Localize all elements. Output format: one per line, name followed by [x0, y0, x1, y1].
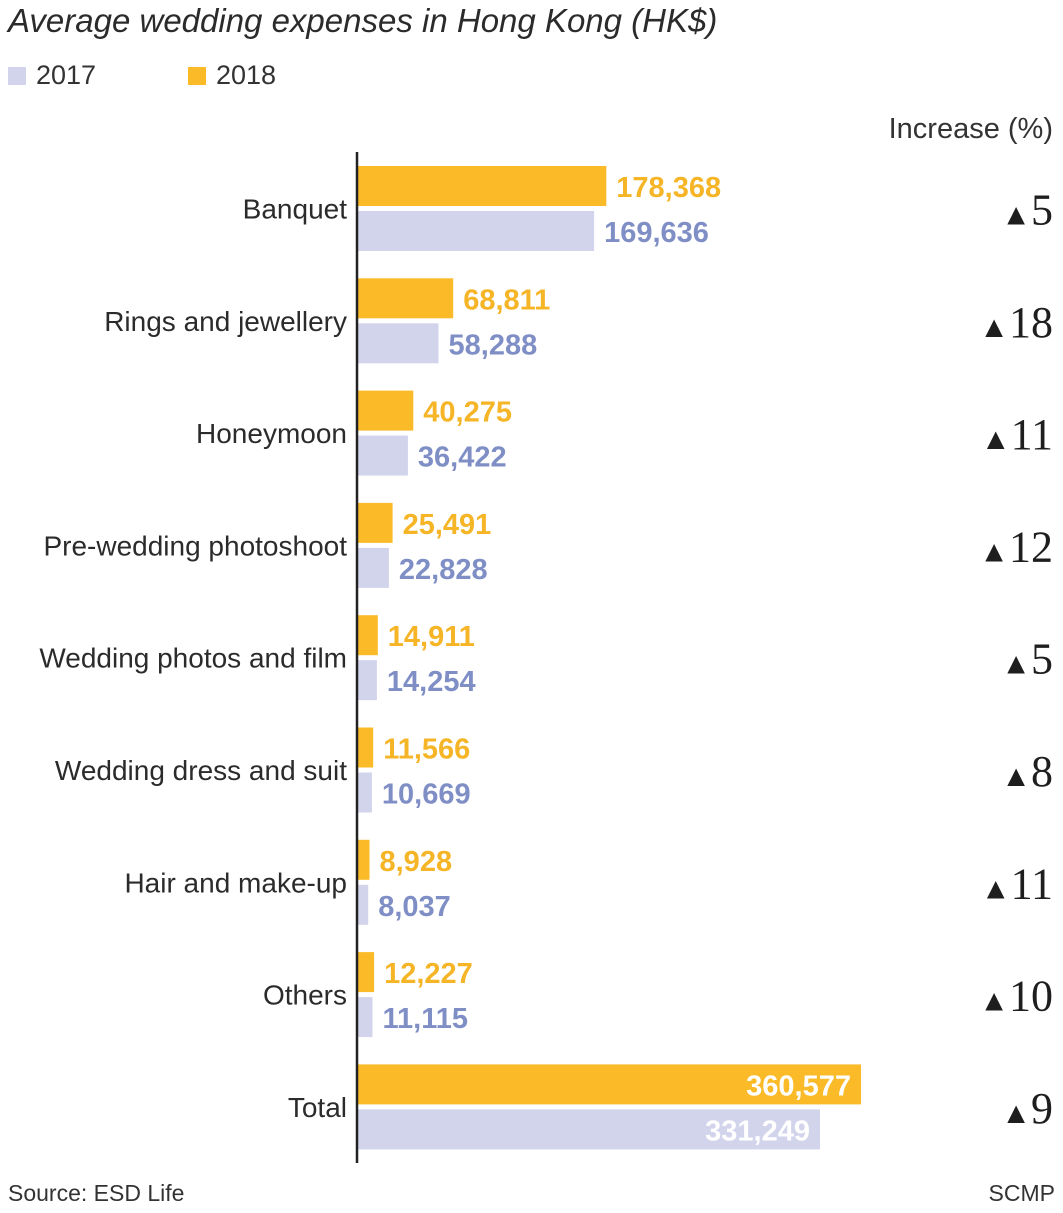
- bar-2018-5: [357, 727, 374, 768]
- bar-2018-8: [357, 1064, 861, 1105]
- increase-arrow-icon: ▲: [979, 985, 1009, 1018]
- increase-number: 8: [1031, 747, 1053, 796]
- value-label-2017-4: 14,254: [387, 666, 476, 698]
- credit-note: SCMP: [988, 1180, 1055, 1206]
- increase-value-0: ▲5: [1001, 186, 1053, 235]
- value-label-2018-6: 8,928: [380, 846, 453, 878]
- value-label-2018-0: 178,368: [616, 172, 721, 204]
- increase-value-7: ▲10: [979, 972, 1053, 1021]
- value-label-2017-1: 58,288: [449, 329, 538, 361]
- increase-arrow-icon: ▲: [1001, 199, 1031, 232]
- value-label-2017-8: 331,249: [705, 1115, 810, 1147]
- value-label-2018-3: 25,491: [403, 509, 492, 541]
- increase-value-2: ▲11: [981, 410, 1053, 459]
- increase-number: 18: [1009, 298, 1053, 347]
- increase-value-8: ▲9: [1001, 1084, 1053, 1133]
- category-label-5: Wedding dress and suit: [55, 755, 347, 786]
- chart-title: Average wedding expenses in Hong Kong (H…: [8, 2, 718, 39]
- increase-arrow-icon: ▲: [979, 535, 1009, 568]
- increase-arrow-icon: ▲: [981, 872, 1011, 905]
- value-label-2017-3: 22,828: [399, 554, 488, 586]
- value-label-2018-8: 360,577: [746, 1070, 851, 1102]
- bar-2018-1: [357, 278, 454, 319]
- bar-2017-4: [357, 660, 377, 701]
- source-note: Source: ESD Life: [8, 1180, 185, 1206]
- bar-2017-7: [357, 997, 373, 1038]
- bar-2017-3: [357, 547, 389, 588]
- increase-number: 9: [1031, 1084, 1053, 1133]
- bar-2018-3: [357, 502, 393, 543]
- increase-number: 10: [1009, 972, 1053, 1021]
- value-label-2017-2: 36,422: [418, 442, 507, 474]
- value-label-2017-5: 10,669: [382, 779, 471, 811]
- value-label-2018-1: 68,811: [463, 284, 550, 316]
- increase-value-6: ▲11: [981, 859, 1053, 908]
- bar-2018-4: [357, 615, 378, 656]
- increase-arrow-icon: ▲: [981, 423, 1011, 456]
- bar-2017-5: [357, 772, 372, 813]
- increase-arrow-icon: ▲: [1001, 648, 1031, 681]
- increase-arrow-icon: ▲: [1001, 1097, 1031, 1130]
- category-label-1: Rings and jewellery: [104, 306, 347, 337]
- category-label-2: Honeymoon: [196, 418, 347, 449]
- increase-number: 11: [1011, 859, 1053, 908]
- increase-header: Increase (%): [888, 113, 1053, 145]
- bar-2017-6: [357, 884, 369, 925]
- value-label-2017-0: 169,636: [604, 217, 709, 249]
- increase-value-5: ▲8: [1001, 747, 1053, 796]
- legend-item-2017: 2017: [8, 60, 96, 91]
- category-label-0: Banquet: [243, 194, 348, 225]
- value-label-2018-4: 14,911: [388, 621, 475, 653]
- bar-2018-7: [357, 952, 375, 993]
- bar-2017-8: [357, 1109, 820, 1150]
- legend-swatch-2018: [188, 66, 206, 85]
- category-label-4: Wedding photos and film: [39, 643, 347, 674]
- increase-value-1: ▲18: [979, 298, 1053, 347]
- value-label-2017-7: 11,115: [383, 1003, 469, 1035]
- bar-2017-2: [357, 435, 408, 476]
- increase-number: 11: [1011, 410, 1053, 459]
- legend-label-2018: 2018: [216, 60, 277, 90]
- bar-2018-2: [357, 390, 414, 431]
- increase-arrow-icon: ▲: [1001, 760, 1031, 793]
- increase-arrow-icon: ▲: [979, 311, 1009, 344]
- increase-number: 12: [1009, 522, 1053, 571]
- increase-number: 5: [1031, 186, 1053, 235]
- category-label-6: Hair and make-up: [124, 867, 347, 898]
- value-label-2018-5: 11,566: [383, 734, 470, 766]
- legend-label-2017: 2017: [36, 60, 97, 90]
- increase-value-4: ▲5: [1001, 635, 1053, 684]
- increase-number: 5: [1031, 635, 1053, 684]
- category-label-8: Total: [288, 1092, 347, 1123]
- bar-2017-0: [357, 211, 595, 251]
- category-label-3: Pre-wedding photoshoot: [43, 530, 347, 561]
- value-label-2018-2: 40,275: [423, 397, 512, 429]
- value-label-2018-7: 12,227: [384, 958, 473, 990]
- value-label-2017-6: 8,037: [378, 891, 451, 923]
- bar-2017-1: [357, 323, 439, 364]
- bar-2018-0: [357, 166, 607, 206]
- legend-item-2018: 2018: [188, 60, 276, 91]
- category-label-7: Others: [263, 980, 347, 1011]
- bar-2018-6: [357, 839, 370, 880]
- increase-value-3: ▲12: [979, 522, 1053, 571]
- legend-swatch-2017: [8, 66, 26, 85]
